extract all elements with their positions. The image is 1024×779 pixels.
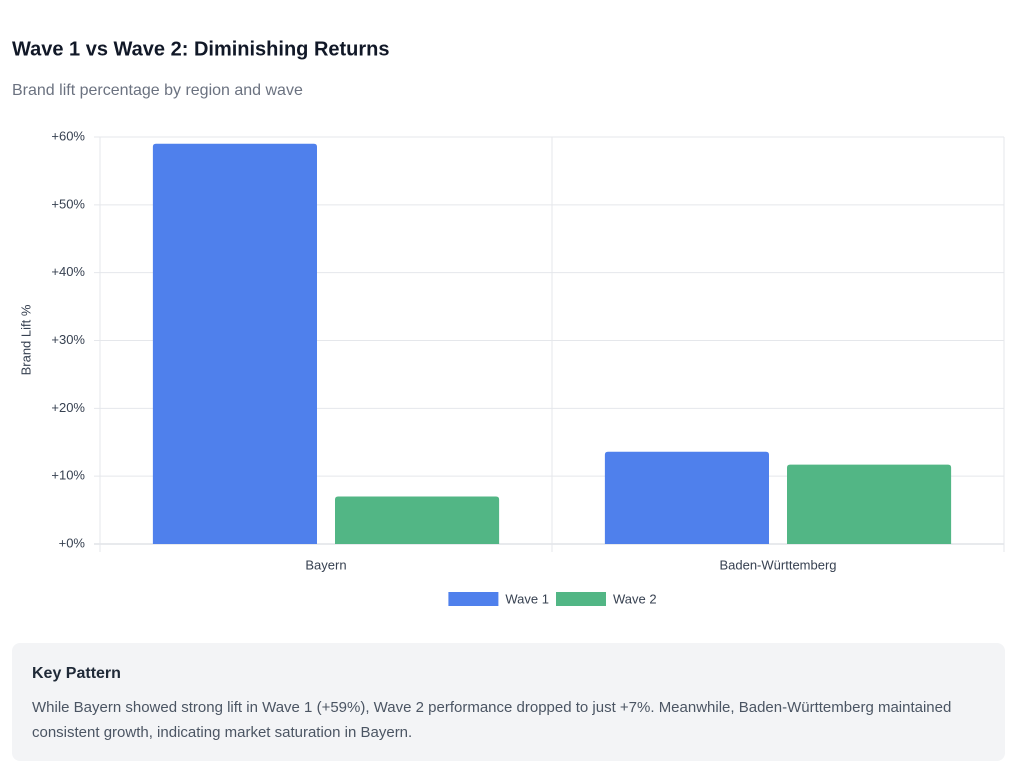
y-tick-label: +50%	[51, 196, 85, 211]
bar	[787, 464, 952, 544]
x-tick-label: Bayern	[305, 557, 346, 572]
y-tick-label: +60%	[51, 128, 85, 143]
chart: Wave 1 vs Wave 2: Diminishing Returns Br…	[12, 38, 1005, 606]
note-text: While Bayern showed strong lift in Wave …	[32, 699, 952, 741]
y-tick-label: +0%	[59, 535, 86, 550]
y-tick-label: +30%	[51, 332, 85, 347]
chart-title: Wave 1 vs Wave 2: Diminishing Returns	[12, 38, 390, 60]
x-tick-label: Baden-Württemberg	[719, 557, 836, 572]
note-box: Key Pattern While Bayern showed strong l…	[12, 643, 1005, 761]
y-tick-label: +10%	[51, 468, 85, 483]
note-title: Key Pattern	[32, 665, 121, 682]
legend-swatch	[556, 592, 606, 606]
bar	[335, 496, 500, 544]
y-tick-label: +20%	[51, 400, 85, 415]
bar	[152, 143, 317, 545]
y-axis-label: Brand Lift %	[18, 304, 33, 375]
legend-swatch	[448, 592, 499, 606]
legend-label: Wave 2	[613, 591, 657, 606]
legend-label: Wave 1	[505, 591, 549, 606]
bar	[604, 451, 769, 544]
chart-subtitle: Brand lift percentage by region and wave	[12, 82, 303, 99]
y-tick-label: +40%	[51, 264, 85, 279]
